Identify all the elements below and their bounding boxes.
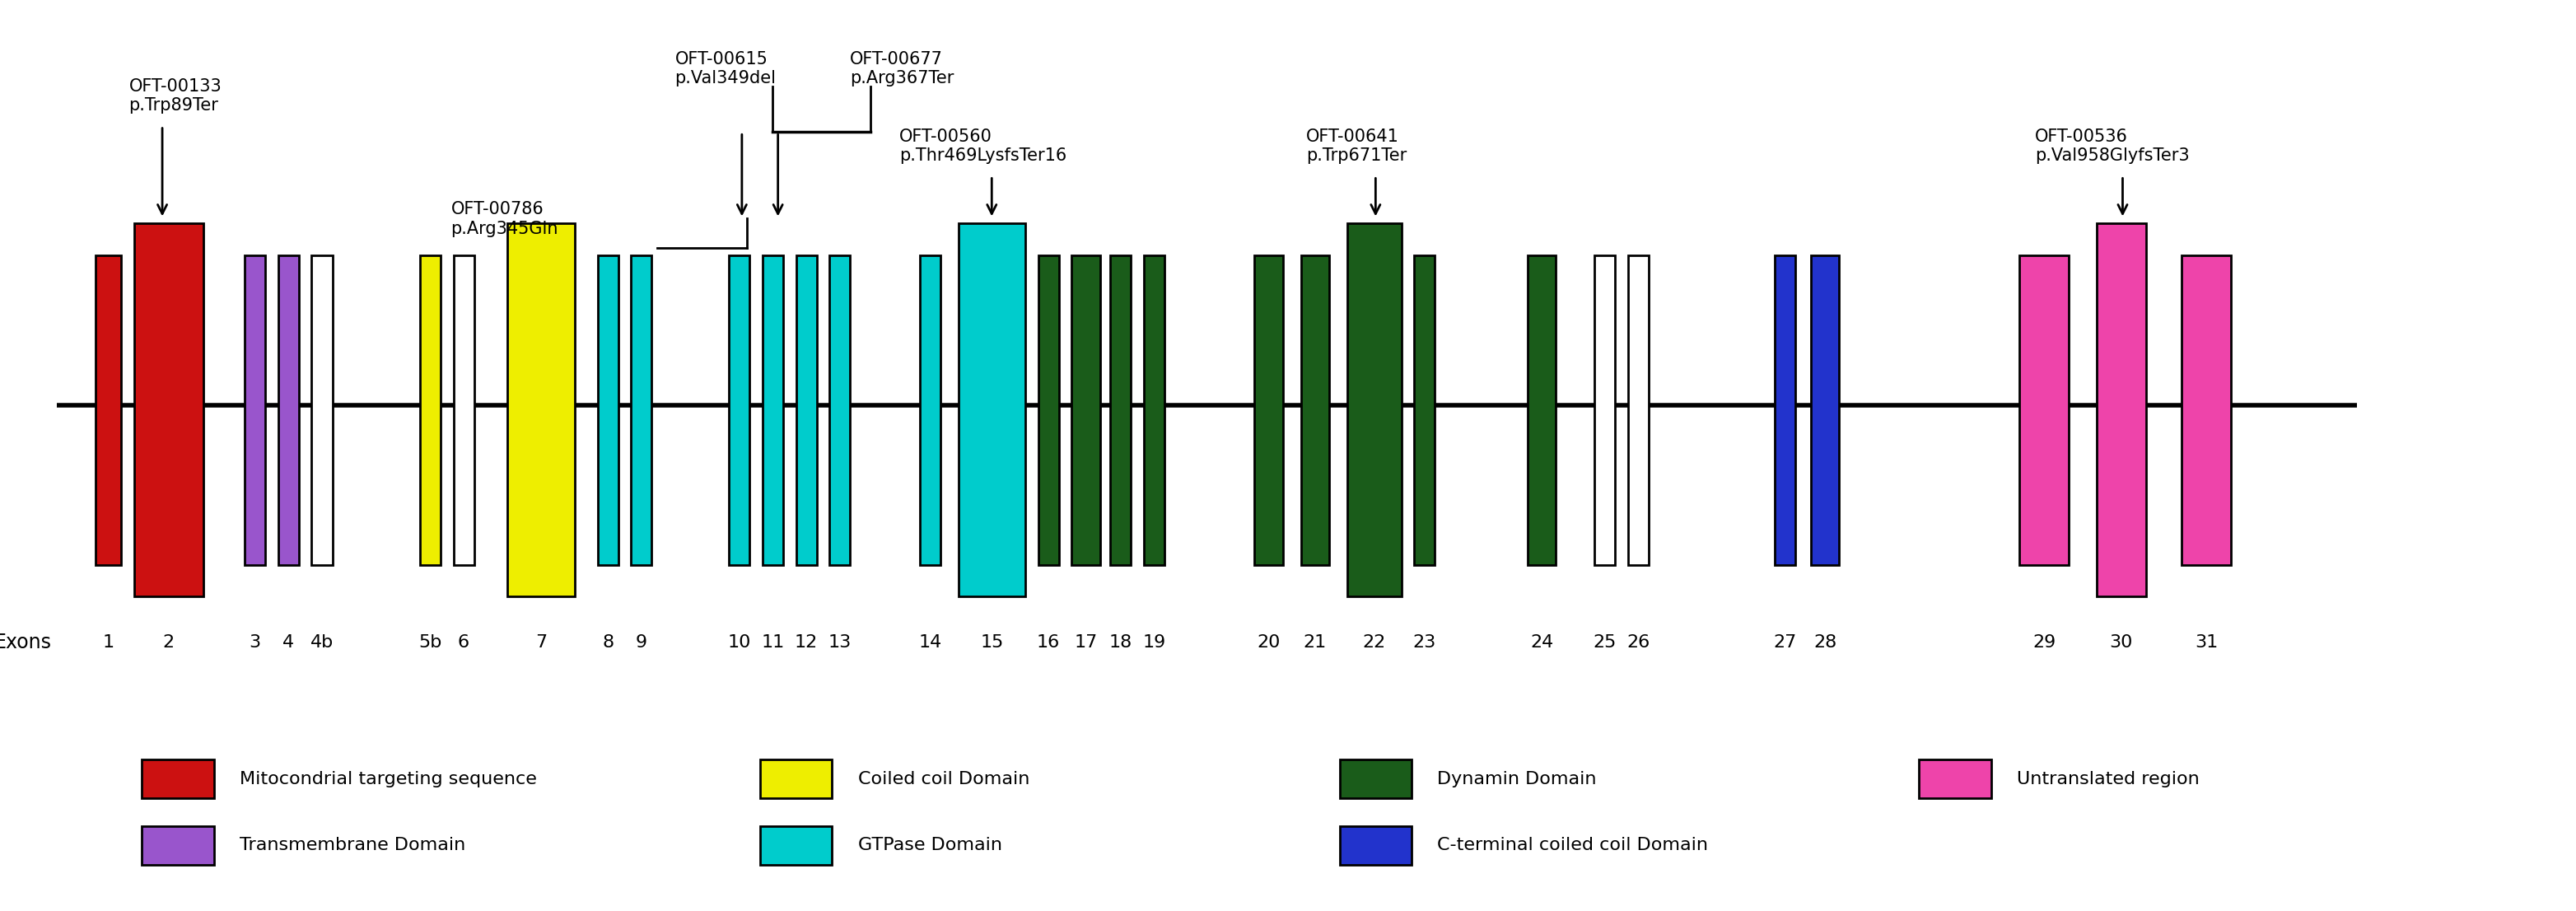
Text: 14: 14 (917, 634, 943, 650)
Text: 9: 9 (636, 634, 647, 650)
Bar (507, 223, 574, 597)
Bar (278, 255, 299, 565)
Text: 18: 18 (1108, 634, 1133, 650)
Text: 4b: 4b (309, 634, 335, 650)
Bar (1775, 255, 1795, 565)
Bar (2020, 255, 2069, 565)
Text: 17: 17 (1074, 634, 1097, 650)
Text: GTPase Domain: GTPase Domain (858, 837, 1002, 854)
Text: 8: 8 (603, 634, 613, 650)
Bar (1919, 760, 1991, 798)
Text: 23: 23 (1412, 634, 1437, 650)
Text: 31: 31 (2195, 634, 2218, 650)
Text: 16: 16 (1036, 634, 1061, 650)
Text: 2: 2 (162, 634, 175, 650)
Bar (245, 255, 265, 565)
Bar (598, 255, 618, 565)
Text: Coiled coil Domain: Coiled coil Domain (858, 771, 1030, 787)
Text: OFT-00641
p.Trp671Ter: OFT-00641 p.Trp671Ter (1306, 128, 1406, 164)
Bar (1340, 760, 1412, 798)
Text: Exons: Exons (0, 632, 52, 652)
Text: 10: 10 (726, 634, 752, 650)
Text: OFT-00615
p.Val349del: OFT-00615 p.Val349del (675, 51, 775, 87)
Text: 25: 25 (1592, 634, 1618, 650)
Bar (631, 255, 652, 565)
Text: 20: 20 (1257, 634, 1280, 650)
Bar (1811, 255, 1839, 565)
Text: 3: 3 (250, 634, 260, 650)
Text: 11: 11 (760, 634, 786, 650)
Bar (729, 255, 750, 565)
Bar (1528, 255, 1556, 565)
Text: 24: 24 (1530, 634, 1553, 650)
Bar (312, 255, 332, 565)
Bar (134, 223, 204, 597)
Bar (1595, 255, 1615, 565)
Bar (1301, 255, 1329, 565)
Bar (1347, 223, 1401, 597)
Text: 6: 6 (459, 634, 469, 650)
Text: OFT-00677
p.Arg367Ter: OFT-00677 p.Arg367Ter (850, 51, 953, 87)
Text: 27: 27 (1772, 634, 1798, 650)
Text: Mitocondrial targeting sequence: Mitocondrial targeting sequence (240, 771, 536, 787)
Text: 5b: 5b (417, 634, 443, 650)
Text: 30: 30 (2110, 634, 2133, 650)
Bar (762, 255, 783, 565)
Bar (95, 255, 121, 565)
Bar (796, 255, 817, 565)
Bar (958, 223, 1025, 597)
Bar (1255, 255, 1283, 565)
Text: Dynamin Domain: Dynamin Domain (1437, 771, 1597, 787)
Bar (1038, 255, 1059, 565)
Text: 4: 4 (283, 634, 294, 650)
Bar (760, 760, 832, 798)
Bar (142, 760, 214, 798)
Text: OFT-00786
p.Arg345Gln: OFT-00786 p.Arg345Gln (451, 201, 559, 237)
Text: C-terminal coiled coil Domain: C-terminal coiled coil Domain (1437, 837, 1708, 854)
Text: 1: 1 (103, 634, 113, 650)
Text: 7: 7 (536, 634, 546, 650)
Bar (1110, 255, 1131, 565)
Text: 13: 13 (827, 634, 853, 650)
Text: 19: 19 (1141, 634, 1167, 650)
Bar (420, 255, 440, 565)
Bar (1072, 255, 1100, 565)
Bar (829, 255, 850, 565)
Text: 15: 15 (979, 634, 1005, 650)
Bar (142, 826, 214, 865)
Bar (453, 255, 474, 565)
Text: 29: 29 (2032, 634, 2056, 650)
Bar (2097, 223, 2146, 597)
Text: 28: 28 (1814, 634, 1837, 650)
Text: 26: 26 (1625, 634, 1651, 650)
Bar (2182, 255, 2231, 565)
Text: Transmembrane Domain: Transmembrane Domain (240, 837, 466, 854)
Text: OFT-00536
p.Val958GlyfsTer3: OFT-00536 p.Val958GlyfsTer3 (2035, 128, 2190, 164)
Bar (760, 826, 832, 865)
Bar (1340, 826, 1412, 865)
Text: 12: 12 (793, 634, 819, 650)
Text: Untranslated region: Untranslated region (2017, 771, 2200, 787)
Bar (1144, 255, 1164, 565)
Bar (1628, 255, 1649, 565)
Text: OFT-00133
p.Trp89Ter: OFT-00133 p.Trp89Ter (129, 78, 222, 114)
Text: 22: 22 (1363, 634, 1386, 650)
Text: OFT-00560
p.Thr469LysfsTer16: OFT-00560 p.Thr469LysfsTer16 (899, 128, 1066, 164)
Bar (920, 255, 940, 565)
Text: 21: 21 (1303, 634, 1327, 650)
Bar (1414, 255, 1435, 565)
